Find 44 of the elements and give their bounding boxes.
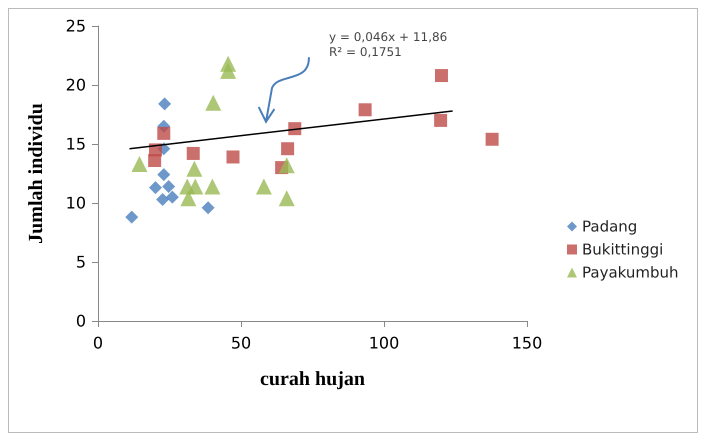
y-tick-label: 0 (76, 312, 86, 330)
legend-label: Padang (582, 218, 638, 236)
point (148, 154, 162, 168)
x-tick-label: 0 (92, 334, 104, 352)
point (186, 160, 202, 177)
point (486, 132, 499, 146)
y-axis-title: Jumlah individu (25, 103, 47, 244)
legend-label: Payakumbuh (582, 264, 679, 282)
point (278, 190, 295, 206)
point (157, 126, 170, 140)
point (166, 190, 179, 204)
y-tick-label: 10 (66, 194, 86, 212)
point (204, 178, 220, 194)
point (131, 156, 148, 172)
point (205, 94, 222, 111)
point (434, 114, 448, 127)
point (220, 62, 236, 79)
point (256, 178, 272, 194)
point (148, 181, 162, 194)
x-tick-label: 50 (230, 334, 252, 352)
x-axis-title: curah hujan (260, 368, 366, 390)
point (125, 210, 138, 224)
point (156, 192, 170, 206)
point (434, 69, 448, 82)
point (202, 201, 215, 214)
y-tick-label: 5 (76, 252, 86, 272)
point (158, 97, 172, 110)
point (281, 142, 294, 156)
point (278, 157, 295, 174)
y-tick-label: 15 (66, 134, 86, 154)
annotation: R² = 0,1751 (329, 45, 402, 59)
point (180, 190, 196, 206)
point (157, 168, 170, 182)
x-tick-label: 150 (512, 334, 542, 352)
annotation: y = 0,046x + 11,86 (329, 30, 448, 44)
point (162, 180, 176, 193)
point (226, 150, 240, 164)
point (186, 146, 200, 160)
point (358, 103, 372, 116)
legend-label: Bukittinggi (582, 240, 664, 258)
point (187, 178, 204, 194)
x-tick-label: 100 (368, 334, 400, 352)
y-tick-label: 20 (66, 76, 86, 94)
y-tick-label: 25 (66, 16, 86, 36)
